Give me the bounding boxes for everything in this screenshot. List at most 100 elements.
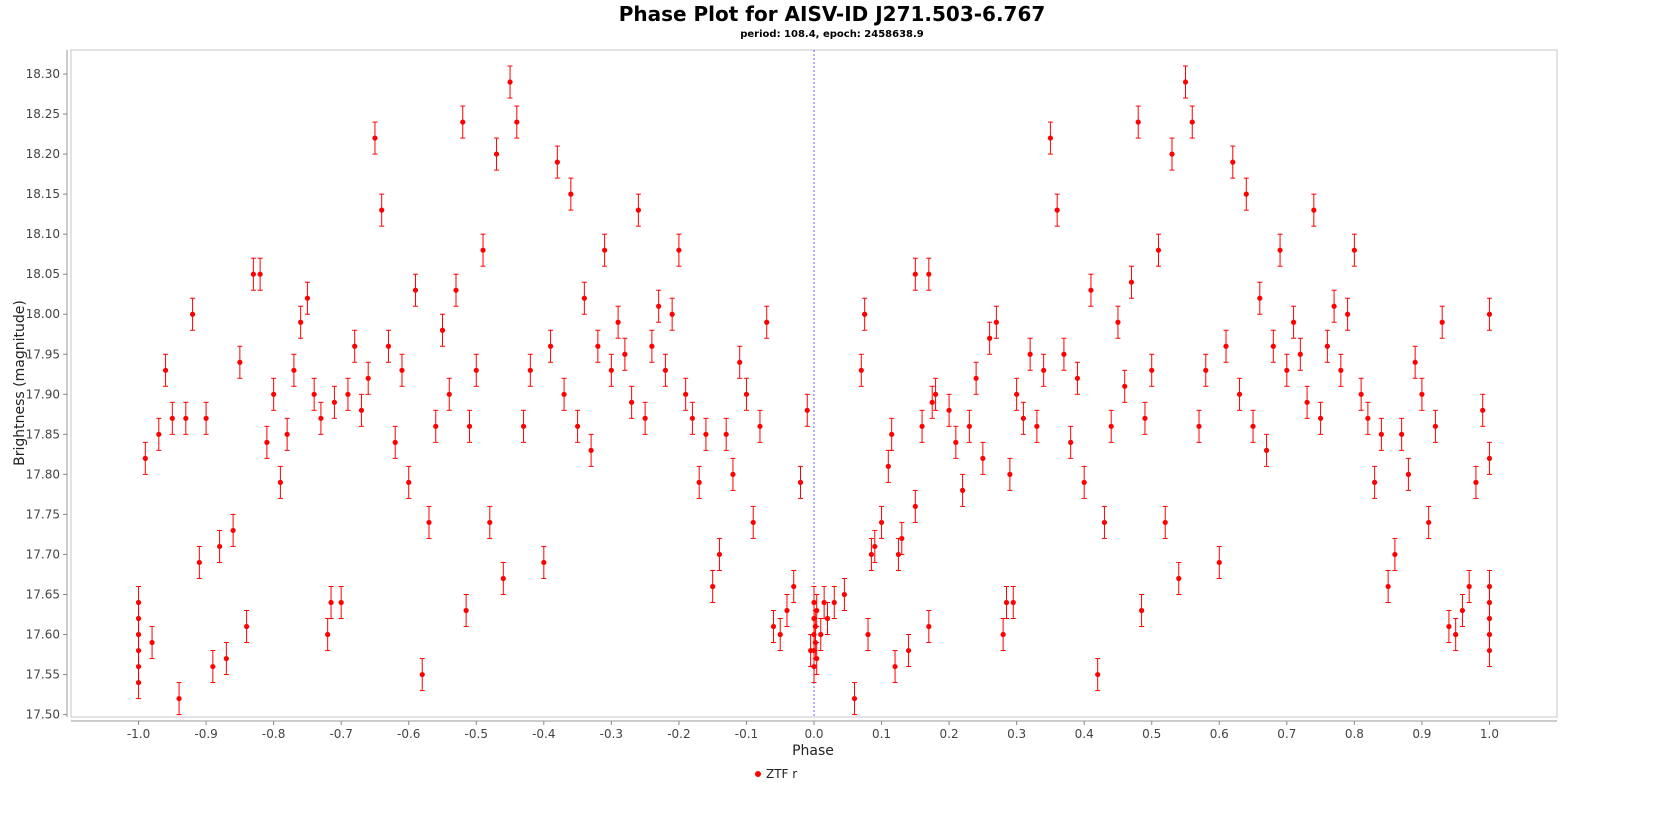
data-point	[244, 610, 250, 644]
point-marker	[622, 351, 628, 357]
point-marker	[352, 343, 358, 349]
point-marker	[365, 375, 371, 381]
data-point	[757, 409, 763, 443]
data-point	[865, 618, 871, 652]
data-point	[642, 401, 648, 435]
point-marker	[919, 423, 925, 429]
x-tick-label: 0.2	[940, 727, 959, 741]
y-tick-label: 18.20	[26, 147, 60, 161]
data-point	[176, 682, 182, 716]
data-point	[1014, 377, 1020, 411]
data-point	[987, 321, 993, 355]
point-marker	[1250, 423, 1256, 429]
data-point	[960, 473, 966, 507]
data-point	[500, 561, 506, 595]
data-point	[595, 329, 601, 363]
x-tick-label: -1.0	[127, 727, 150, 741]
data-point	[764, 305, 770, 339]
point-marker	[1277, 247, 1283, 253]
data-point	[1311, 193, 1317, 227]
data-point	[1203, 353, 1209, 387]
point-marker	[1074, 375, 1081, 381]
point-marker	[1257, 295, 1263, 301]
x-tick-label: 0.5	[1142, 727, 1161, 741]
data-point	[1236, 377, 1243, 411]
data-point	[629, 385, 635, 419]
chart-title: Phase Plot for AISV-ID J271.503-6.767	[619, 2, 1046, 26]
data-point	[710, 569, 716, 603]
point-marker	[1088, 287, 1094, 293]
data-point	[358, 393, 365, 427]
point-marker	[960, 487, 966, 493]
data-point	[1378, 417, 1384, 451]
data-point	[743, 377, 750, 411]
data-point	[1027, 337, 1033, 371]
point-marker	[993, 319, 999, 325]
y-tick-label: 18.25	[26, 107, 60, 121]
data-point	[223, 642, 229, 676]
data-point	[635, 193, 641, 227]
point-marker	[244, 623, 250, 630]
point-marker	[1385, 583, 1391, 590]
point-marker	[770, 623, 777, 630]
data-point	[814, 642, 820, 676]
point-marker	[325, 631, 331, 638]
data-point	[892, 650, 898, 684]
data-point	[291, 353, 297, 387]
data-point	[217, 529, 223, 563]
data-point	[581, 281, 587, 315]
point-marker	[1345, 311, 1351, 317]
point-marker	[514, 119, 520, 125]
data-point	[993, 305, 999, 339]
data-point	[446, 377, 452, 411]
data-point	[953, 425, 959, 459]
point-marker	[821, 599, 827, 606]
point-marker	[271, 391, 277, 397]
data-point	[439, 313, 446, 347]
y-tick-label: 18.00	[26, 307, 60, 321]
data-point	[372, 121, 378, 155]
data-point	[149, 626, 155, 660]
data-point	[656, 289, 662, 323]
data-point	[1399, 417, 1405, 451]
data-point	[1412, 345, 1418, 379]
point-marker	[412, 287, 419, 293]
data-point	[1365, 401, 1371, 435]
data-point	[1405, 457, 1411, 491]
data-point	[1122, 369, 1128, 403]
x-axis-label: Phase	[792, 743, 834, 759]
data-point	[1189, 105, 1195, 139]
point-marker	[757, 423, 763, 429]
point-marker	[1003, 599, 1010, 606]
point-marker	[1047, 135, 1054, 141]
point-marker	[520, 423, 527, 429]
data-point	[1108, 409, 1114, 443]
point-marker	[230, 527, 236, 534]
data-point	[1010, 585, 1016, 620]
point-marker	[1392, 551, 1398, 558]
point-marker	[162, 367, 169, 373]
data-point	[1003, 585, 1010, 620]
data-point	[1453, 618, 1459, 652]
point-marker	[1203, 367, 1209, 373]
data-point	[1304, 385, 1310, 419]
point-marker	[777, 631, 783, 638]
point-marker	[142, 455, 148, 461]
data-point	[929, 385, 935, 419]
point-marker	[1297, 351, 1303, 357]
data-point	[689, 401, 696, 435]
data-point	[1068, 425, 1074, 459]
point-marker	[392, 439, 398, 445]
point-marker	[189, 311, 196, 317]
point-marker	[932, 391, 939, 397]
data-point	[304, 281, 311, 315]
data-point	[1155, 233, 1162, 267]
data-point	[895, 537, 902, 571]
y-tick-label: 17.80	[26, 467, 60, 481]
x-tick-label: -0.6	[397, 727, 420, 741]
x-tick-label: -0.5	[465, 727, 488, 741]
data-point	[1446, 610, 1452, 644]
point-marker	[1142, 415, 1148, 421]
point-marker	[878, 519, 885, 526]
